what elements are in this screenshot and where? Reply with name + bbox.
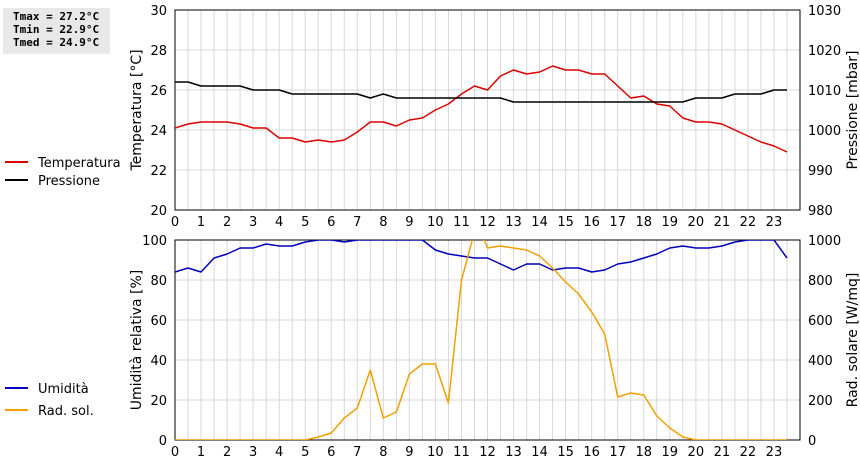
hum-rad-panel: 0 1 2 3 4 5 6 7 8 9 10 11 12 13 14 15 16 17 18 19 20 21 22 2302… — [5, 234, 860, 460]
x-tick-label: 11 — [453, 445, 470, 460]
y-left-tick-label: 60 — [150, 314, 167, 329]
x-tick-label: 18 — [635, 215, 652, 230]
legend-label: Temperatura — [37, 156, 121, 171]
x-tick-label: 3 — [249, 445, 257, 460]
x-tick-label: 1 — [197, 215, 205, 230]
x-tick-label: 21 — [714, 445, 731, 460]
plot-frame — [174, 9, 801, 211]
y-left-tick-label: 20 — [150, 204, 167, 219]
x-tick-label: 21 — [714, 215, 731, 230]
x-tick-label: 5 — [301, 445, 309, 460]
x-tick-label: 10 — [427, 445, 444, 460]
x-tick-label: 22 — [740, 445, 757, 460]
x-tick-label: 13 — [505, 215, 522, 230]
x-tick-label: 2 — [223, 445, 231, 460]
y-left-tick-label: 26 — [150, 84, 167, 99]
x-tick-label: 5 — [301, 215, 309, 230]
x-tick-label: 16 — [583, 445, 600, 460]
y-right-tick-label: 1000 — [808, 234, 841, 249]
y-right-tick-label: 1030 — [808, 4, 841, 19]
series-line-1 — [175, 81, 787, 103]
y-left-tick-label: 30 — [150, 4, 167, 19]
x-tick-label: 17 — [609, 445, 626, 460]
y-left-tick-label: 80 — [150, 274, 167, 289]
y-right-tick-label: 600 — [808, 314, 833, 329]
x-tick-label: 14 — [531, 445, 548, 460]
y-right-tick-label: 400 — [808, 354, 833, 369]
tmed-text: Tmed = 24.9°C — [13, 36, 100, 49]
y-left-tick-label: 24 — [150, 124, 167, 139]
plot-frame — [174, 239, 801, 441]
x-tick-label: 10 — [427, 215, 444, 230]
series-line-1 — [175, 240, 787, 440]
legend-label: Umidità — [38, 382, 89, 397]
x-tick-label: 23 — [766, 445, 783, 460]
y-right-tick-label: 980 — [808, 204, 833, 219]
y-right-tick-label: 1010 — [808, 84, 841, 99]
x-tick-label: 9 — [405, 445, 413, 460]
x-tick-label: 6 — [327, 215, 335, 230]
x-tick-label: 11 — [453, 215, 470, 230]
x-tick-label: 4 — [275, 215, 283, 230]
legend-label: Rad. sol. — [38, 404, 94, 419]
x-tick-label: 9 — [405, 215, 413, 230]
y-left-tick-label: 0 — [159, 434, 167, 449]
x-tick-label: 1 — [197, 445, 205, 460]
x-tick-label: 20 — [688, 445, 705, 460]
x-tick-label: 2 — [223, 215, 231, 230]
series-line-0 — [175, 65, 788, 153]
x-tick-label: 0 — [171, 215, 179, 230]
y-left-tick-label: 20 — [150, 394, 167, 409]
y-left-tick-label: 28 — [150, 44, 167, 59]
y-right-tick-label: 990 — [808, 164, 833, 179]
y-right-tick-label: 200 — [808, 394, 833, 409]
legend-label: Pressione — [38, 174, 100, 189]
x-tick-label: 19 — [662, 445, 679, 460]
tmin-text: Tmin = 22.9°C — [13, 23, 100, 36]
y-right-axis-label: Rad. solare [W/mq] — [845, 273, 860, 408]
x-tick-label: 8 — [379, 215, 387, 230]
x-tick-label: 7 — [353, 445, 361, 460]
x-tick-label: 12 — [479, 445, 496, 460]
x-tick-label: 6 — [327, 445, 335, 460]
y-left-axis-label: Temperatura [°C] — [129, 49, 145, 171]
x-tick-label: 14 — [531, 215, 548, 230]
y-right-tick-label: 1020 — [808, 44, 841, 59]
y-right-tick-label: 1000 — [808, 124, 841, 139]
x-tick-label: 4 — [275, 445, 283, 460]
temp-press-panel: 0 1 2 3 4 5 6 7 8 9 10 11 12 13 14 15 16 17 18 19 20 21 22 2320… — [5, 4, 860, 230]
y-left-axis-label: Umidità relativa [%] — [129, 270, 145, 411]
x-tick-label: 13 — [505, 445, 522, 460]
x-tick-label: 22 — [740, 215, 757, 230]
x-tick-label: 12 — [479, 215, 496, 230]
tmax-text: Tmax = 27.2°C — [13, 10, 100, 23]
x-tick-label: 8 — [379, 445, 387, 460]
series-line-0 — [175, 240, 788, 273]
y-left-tick-label: 22 — [150, 164, 167, 179]
y-right-axis-label: Pressione [mbar] — [845, 50, 860, 169]
y-left-tick-label: 100 — [142, 234, 167, 249]
stats-box: Tmax = 27.2°C Tmin = 22.9°C Tmed = 24.9°… — [3, 8, 110, 54]
x-tick-label: 19 — [662, 215, 679, 230]
x-tick-label: 15 — [557, 215, 574, 230]
x-tick-label: 3 — [249, 215, 257, 230]
x-tick-label: 16 — [583, 215, 600, 230]
x-tick-label: 7 — [353, 215, 361, 230]
x-tick-label: 23 — [766, 215, 783, 230]
x-tick-label: 18 — [635, 445, 652, 460]
y-left-tick-label: 40 — [150, 354, 167, 369]
x-tick-label: 0 — [171, 445, 179, 460]
x-tick-label: 17 — [609, 215, 626, 230]
y-right-tick-label: 800 — [808, 274, 833, 289]
x-tick-label: 15 — [557, 445, 574, 460]
x-tick-label: 20 — [688, 215, 705, 230]
y-right-tick-label: 0 — [808, 434, 816, 449]
